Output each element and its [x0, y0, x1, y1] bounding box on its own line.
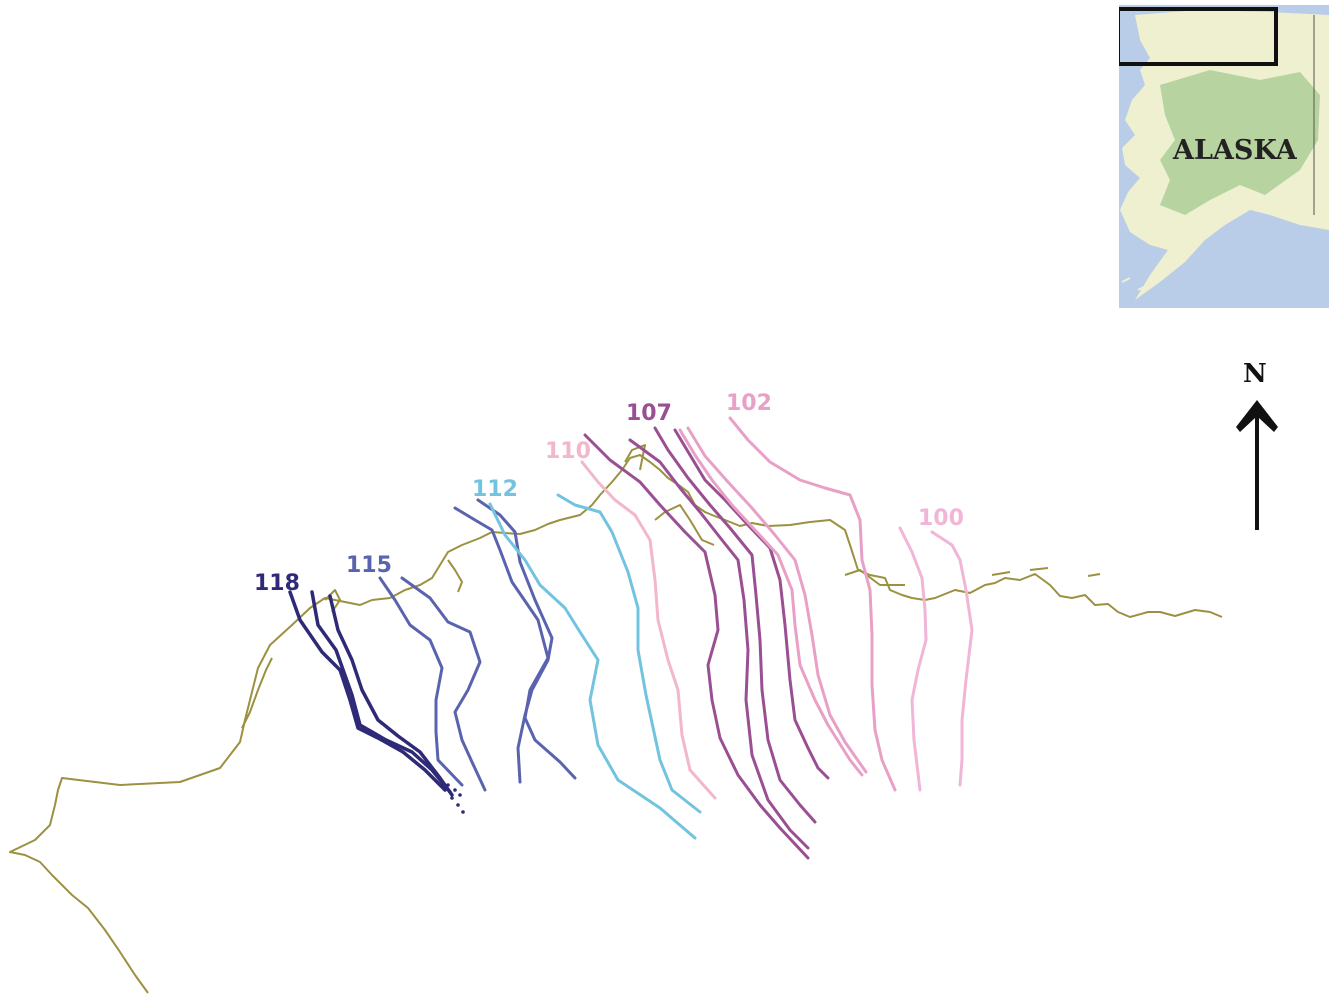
track-group-112: [488, 493, 702, 840]
track-line: [583, 433, 810, 860]
tracks-layer: [288, 416, 974, 860]
track-line: [930, 530, 974, 787]
track-line: [476, 498, 554, 784]
track-line: [580, 460, 717, 800]
track-group-115: [378, 498, 577, 792]
track-line: [288, 590, 447, 792]
track-label-110: 110: [545, 439, 591, 464]
track-dot: [450, 796, 454, 800]
coastline-island-3: [1087, 573, 1101, 577]
track-dot: [461, 810, 465, 814]
track-line: [678, 428, 864, 777]
track-labels: 118 115 112 110 107 102 100: [254, 391, 964, 596]
track-line: [628, 438, 810, 850]
track-line: [898, 526, 928, 792]
track-line: [556, 493, 702, 814]
inset-islands: [1121, 277, 1147, 291]
track-line: [310, 590, 452, 794]
track-line: [378, 576, 464, 787]
coastline: [9, 444, 1223, 994]
track-label-118: 118: [254, 571, 300, 596]
track-line: [453, 506, 577, 780]
track-group-118: [288, 590, 465, 814]
coastline-lagoon-3: [447, 559, 463, 593]
track-line: [328, 594, 454, 797]
track-dot: [446, 783, 450, 787]
inset-forest: [1160, 70, 1320, 215]
track-group-107: [583, 426, 830, 860]
track-line: [400, 576, 487, 792]
inset-locator-box: [1119, 7, 1278, 66]
track-group-102: [678, 416, 897, 792]
track-label-115: 115: [346, 553, 392, 578]
coastline-island-2: [1029, 567, 1049, 571]
track-group-110: [580, 460, 717, 800]
north-arrow: N: [1236, 359, 1278, 530]
track-line: [686, 426, 868, 774]
track-label-102: 102: [726, 391, 772, 416]
track-line: [653, 426, 817, 824]
coastline-island-1: [991, 571, 1011, 576]
track-dot: [458, 793, 462, 797]
track-line: [488, 502, 697, 840]
track-label-100: 100: [918, 506, 964, 531]
track-line: [728, 416, 897, 792]
track-label-107: 107: [626, 401, 672, 426]
track-label-112: 112: [472, 477, 518, 502]
inset-map: ALASKA: [1119, 5, 1329, 308]
coastline-lagoon-4: [654, 504, 715, 546]
track-group-100: [898, 526, 974, 792]
inset-region-label: ALASKA: [1172, 135, 1298, 166]
track-dot: [456, 803, 460, 807]
track-dot: [453, 788, 457, 792]
north-arrow-icon: [1236, 400, 1278, 530]
coastline-lagoon-1: [241, 657, 273, 729]
track-line: [673, 428, 830, 780]
coastline-path: [9, 454, 1223, 994]
north-label: N: [1243, 359, 1267, 389]
coastline-bay-1: [844, 569, 905, 586]
